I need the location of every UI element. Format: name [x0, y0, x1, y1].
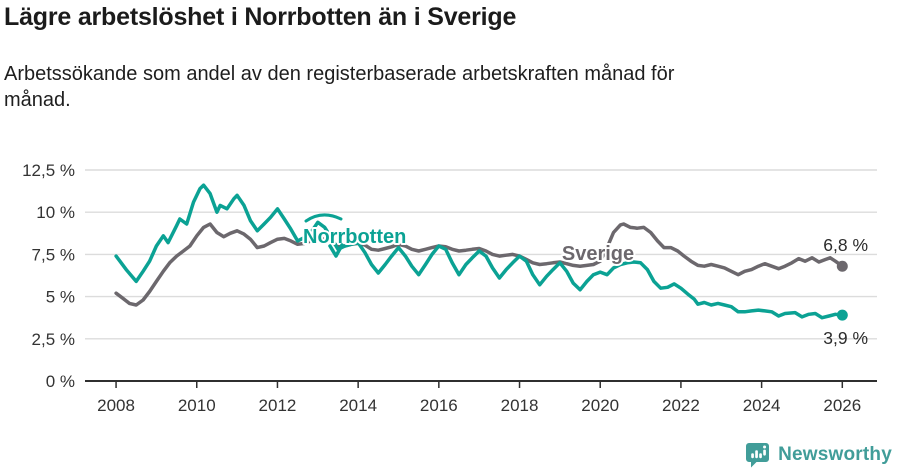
x-tick-label: 2018: [501, 396, 539, 415]
norrbotten-line: [114, 183, 845, 320]
x-tick-label: 2014: [339, 396, 377, 415]
x-tick-label: 2024: [743, 396, 781, 415]
brand-name: Newsworthy: [778, 443, 892, 465]
x-tick-label: 2008: [97, 396, 135, 415]
x-tick-label: 2010: [178, 396, 216, 415]
x-tick-label: 2016: [420, 396, 458, 415]
x-tick-label: 2022: [662, 396, 700, 415]
y-tick-label: 12,5 %: [22, 161, 75, 180]
y-tick-label: 5 %: [46, 288, 75, 307]
sverige-series-label: Sverige: [562, 243, 634, 265]
y-tick-label: 0 %: [46, 372, 75, 391]
norrbotten-end-value-label: 3,9 %: [823, 328, 868, 348]
page-title: Lägre arbetslöshet i Norrbotten än i Sve…: [4, 3, 517, 31]
sverige-end-dot: [836, 260, 848, 272]
norrbotten-end-dot: [836, 309, 848, 321]
chart-header: Lägre arbetslöshet i Norrbotten än i Sve…: [4, 3, 674, 113]
x-tick-label: 2012: [259, 396, 297, 415]
norrbotten-label-arrow-curve: [304, 213, 343, 223]
norrbotten-series-label: Norrbotten: [303, 226, 406, 248]
bar-chart-speech-bubble-icon: [746, 443, 770, 468]
x-tick-label: 2020: [581, 396, 619, 415]
sverige-line: [114, 222, 845, 307]
y-tick-label: 7,5 %: [32, 245, 75, 264]
subtitle-line-1: Arbetssökande som andel av den registerb…: [4, 63, 675, 85]
brand-footer: Newsworthy: [744, 441, 892, 468]
norrbotten-label-arrowhead: [328, 243, 344, 258]
sverige-end-value-label: 6,8 %: [823, 235, 868, 255]
x-tick-label: 2026: [823, 396, 861, 415]
chart-subtitle: Arbetssökande som andel av den registerb…: [4, 61, 674, 113]
subtitle-line-2: månad.: [4, 89, 71, 111]
y-tick-label: 2,5 %: [32, 330, 75, 349]
y-tick-label: 10 %: [36, 203, 75, 222]
